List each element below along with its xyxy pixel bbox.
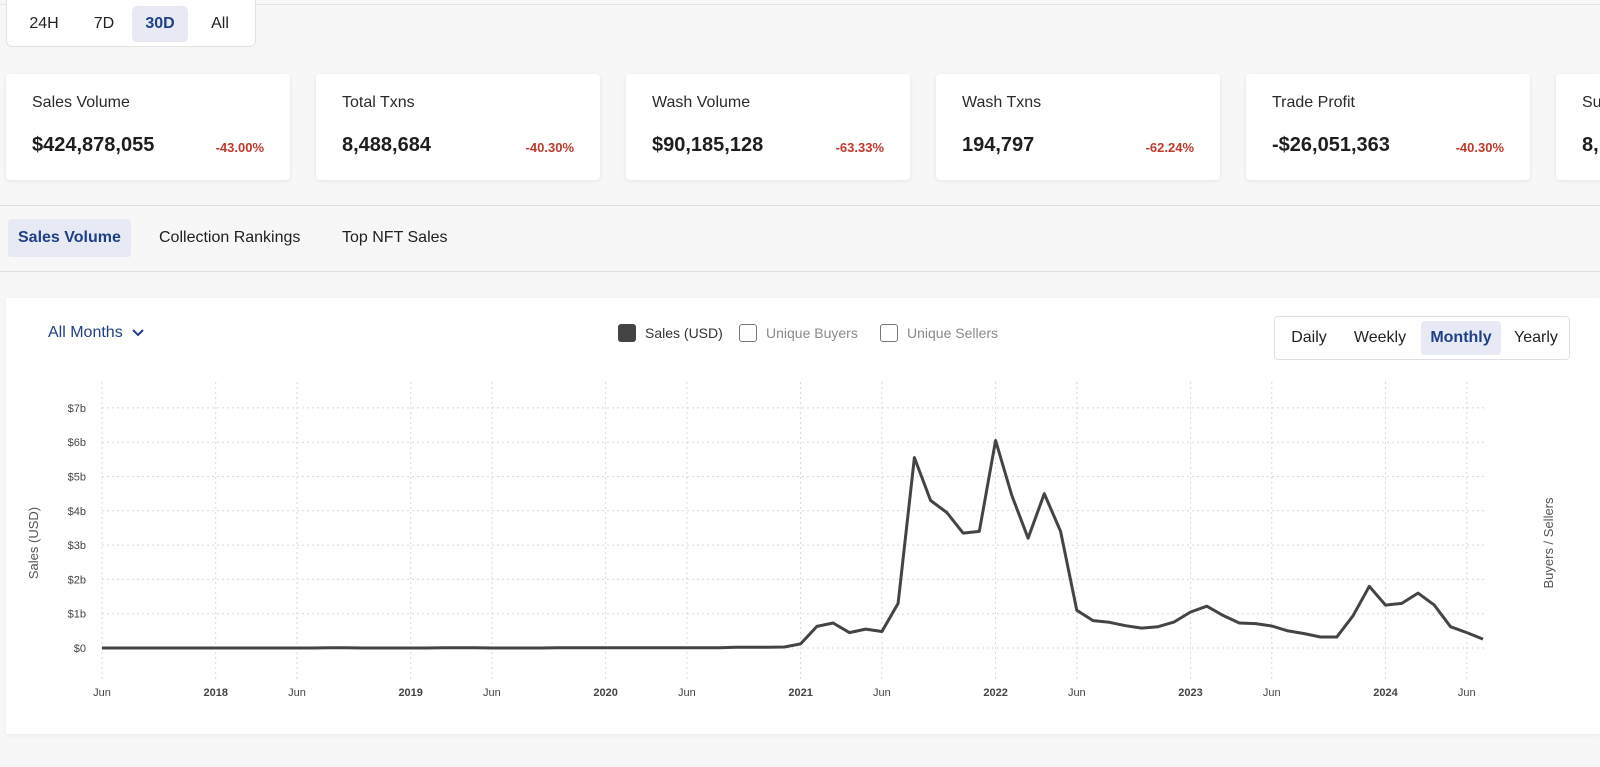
x-tick-label: Jun [1458,687,1476,699]
sales-line-chart: $0$1b$2b$3b$4b$5b$6b$7b Jun 2018 Jun 2019 Ju… [26,382,1556,699]
tab-top-nft-sales[interactable]: Top NFT Sales [342,229,448,246]
stat-label: Sales Volume [32,94,130,111]
y-tick-label: $6b [68,437,86,449]
stat-label: Wash Txns [962,94,1042,111]
y-tick-label: $3b [68,540,86,552]
stat-card-wash-volume: Wash Volume $90,185,128 -63.33% [626,74,910,180]
stat-change: -62.24% [1145,140,1194,155]
stat-value: $424,878,055 [32,134,155,156]
chevron-down-icon [131,329,144,337]
stat-value: 8, [1582,134,1599,156]
stat-change: -40.30% [525,140,574,155]
chart-panel: All Months Sales (USD) Unique Buyers Uni… [6,298,1600,734]
period-monthly-button[interactable]: Monthly [1421,321,1501,355]
x-axis-ticks: Jun 2018 Jun 2019 Jun 2020 Jun 2021 Jun 2022 Jun 20… [93,687,1476,699]
legend-unique-sellers[interactable]: Unique Sellers [880,324,998,342]
x-tick-label: Jun [678,687,696,699]
x-tick-label: 2019 [398,687,422,699]
month-filter-dropdown[interactable]: All Months [48,324,145,342]
period-yearly-button[interactable]: Yearly [1514,329,1558,346]
y-tick-label: $1b [68,609,86,621]
y2-axis-title: Buyers / Sellers [1541,497,1556,589]
y-tick-label: $2b [68,574,86,586]
checkbox-checked-icon [618,324,636,342]
range-24h-button[interactable]: 24H [29,15,59,32]
series-line-sales-usd [102,439,1484,650]
checkbox-unchecked-icon [739,324,757,342]
legend-label: Sales (USD) [645,325,723,341]
range-30d-button[interactable]: 30D [132,6,188,42]
y-tick-label: $4b [68,506,86,518]
stat-label: Wash Volume [652,94,751,111]
x-tick-label: Jun [1263,687,1281,699]
stat-card-sales-volume: Sales Volume $424,878,055 -43.00% [6,74,290,180]
stat-value: -$26,051,363 [1272,134,1390,156]
stat-value: 8,488,684 [342,134,431,156]
stat-card-wash-txns: Wash Txns 194,797 -62.24% [936,74,1220,180]
x-tick-label: Jun [873,687,891,699]
legend-unique-buyers[interactable]: Unique Buyers [739,324,858,342]
y-axis-ticks: $0 $1b $2b $3b $4b $5b $6b $7b [68,403,86,655]
tab-sales-volume[interactable]: Sales Volume [8,219,131,257]
divider [0,271,1600,272]
range-7d-button[interactable]: 7D [93,15,115,32]
stat-change: -40.30% [1455,140,1504,155]
tab-collection-rankings[interactable]: Collection Rankings [159,229,301,246]
stat-change: -63.33% [835,140,884,155]
top-border [0,4,1600,5]
legend-label: Unique Sellers [907,325,999,341]
x-tick-label: 2023 [1178,687,1202,699]
legend-label: Unique Buyers [766,325,858,341]
stat-value: 194,797 [962,134,1035,156]
stat-label: Total Txns [342,94,415,111]
x-tick-label: 2024 [1373,687,1398,699]
divider [0,205,1600,206]
stat-card-trade-profit: Trade Profit -$26,051,363 -40.30% [1246,74,1530,180]
checkbox-unchecked-icon [880,324,898,342]
x-tick-label: 2020 [593,687,617,699]
y-tick-label: $0 [74,643,86,655]
stat-label: Su [1582,94,1600,111]
stat-value: $90,185,128 [652,134,764,156]
stat-card-partial: Su 8, [1556,74,1600,180]
x-tick-label: Jun [288,687,306,699]
x-tick-label: Jun [1068,687,1086,699]
x-tick-label: 2022 [983,687,1007,699]
period-weekly-button[interactable]: Weekly [1353,329,1407,346]
x-tick-label: 2018 [203,687,227,699]
y-axis-title: Sales (USD) [26,507,41,579]
stat-card-total-txns: Total Txns 8,488,684 -40.30% [316,74,600,180]
time-range-selector: 24H 7D 30D All [6,0,256,47]
series [102,439,1484,650]
period-selector: Daily Weekly Monthly Yearly [1274,316,1570,360]
x-tick-label: Jun [93,687,111,699]
stat-change: -43.00% [215,140,264,155]
stat-label: Trade Profit [1272,94,1355,111]
range-all-button[interactable]: All [211,15,229,32]
legend-sales-usd[interactable]: Sales (USD) [618,324,723,342]
x-tick-label: 2021 [788,687,812,699]
x-tick-label: Jun [483,687,501,699]
y-tick-label: $7b [68,403,86,415]
y-tick-label: $5b [68,472,86,484]
month-filter-label: All Months [48,324,123,341]
grid [101,382,1486,682]
period-daily-button[interactable]: Daily [1291,329,1327,346]
